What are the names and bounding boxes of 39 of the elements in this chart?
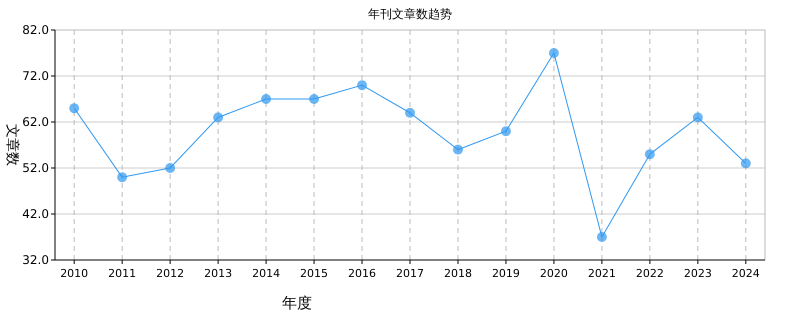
- point: [165, 163, 176, 173]
- x-axis-title: 年度: [282, 294, 312, 312]
- x-tick-label: 2022: [636, 267, 664, 280]
- x-tick-label: 2010: [60, 267, 88, 280]
- point: [261, 94, 272, 104]
- point: [452, 144, 463, 155]
- point: [596, 232, 607, 242]
- y-tick-label: 82.0: [22, 23, 49, 38]
- x-tick-label: 2019: [492, 267, 520, 280]
- x-tick-label: 2020: [540, 267, 568, 280]
- point: [213, 112, 224, 122]
- point: [740, 158, 751, 168]
- x-tick-label: 2024: [732, 267, 760, 280]
- x-tick-label: 2017: [396, 267, 424, 280]
- y-tick-label: 32.0: [22, 253, 49, 268]
- point: [500, 126, 511, 136]
- x-tick-label: 2013: [204, 267, 232, 280]
- x-tick-label: 2011: [108, 267, 136, 280]
- point: [644, 149, 655, 160]
- y-axis-title: 文章数: [4, 124, 20, 166]
- x-tick-label: 2018: [444, 267, 472, 280]
- x-tick-label: 2012: [156, 267, 184, 280]
- point: [405, 108, 415, 118]
- point: [69, 103, 80, 114]
- point: [548, 48, 559, 58]
- point: [357, 80, 368, 90]
- y-tick-label: 42.0: [22, 207, 49, 222]
- chart-title: 年刊文章数趋势: [368, 7, 452, 21]
- point: [117, 172, 128, 182]
- point: [309, 94, 320, 104]
- y-tick-label: 62.0: [22, 115, 49, 130]
- y-tick-label: 72.0: [22, 69, 49, 84]
- x-tick-label: 2015: [300, 267, 328, 280]
- y-tick-label: 52.0: [22, 161, 49, 176]
- point: [692, 112, 703, 122]
- x-tick-label: 2016: [348, 267, 376, 280]
- x-tick-label: 2021: [588, 267, 616, 280]
- x-tick-label: 2023: [684, 267, 712, 280]
- x-tick-label: 2014: [252, 267, 280, 280]
